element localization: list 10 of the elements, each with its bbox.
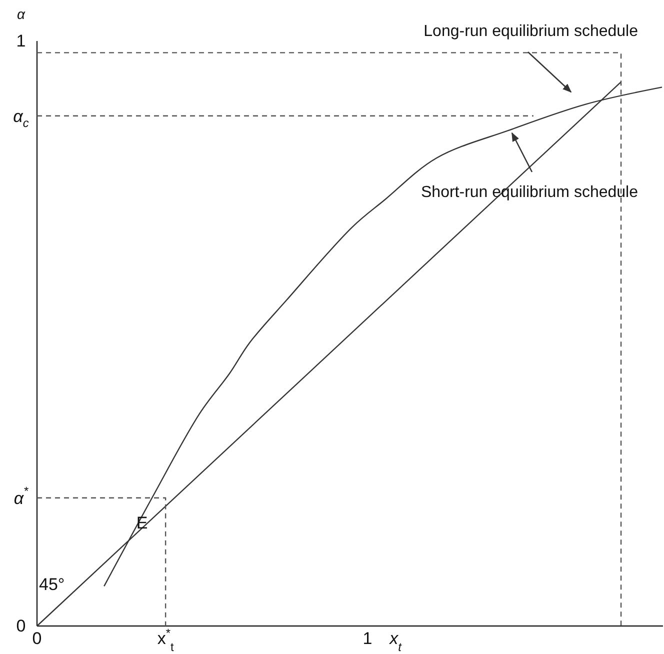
annotation: 45° xyxy=(39,575,65,594)
x-axis-title: x$_{t}$ xyxy=(388,629,402,654)
x-tick-label: 1 xyxy=(362,629,372,648)
text: Long-run equilibrium schedule xyxy=(424,23,638,40)
y-tick-label: α$^{*}$ xyxy=(14,484,29,508)
y-tick-label: α$_{c}$ xyxy=(13,106,29,130)
y-tick-label: 1 xyxy=(16,32,26,50)
y-tick-label: 0 xyxy=(16,616,26,636)
y-axis-title: α xyxy=(17,6,26,22)
x-tick-label: 0 xyxy=(32,629,42,648)
